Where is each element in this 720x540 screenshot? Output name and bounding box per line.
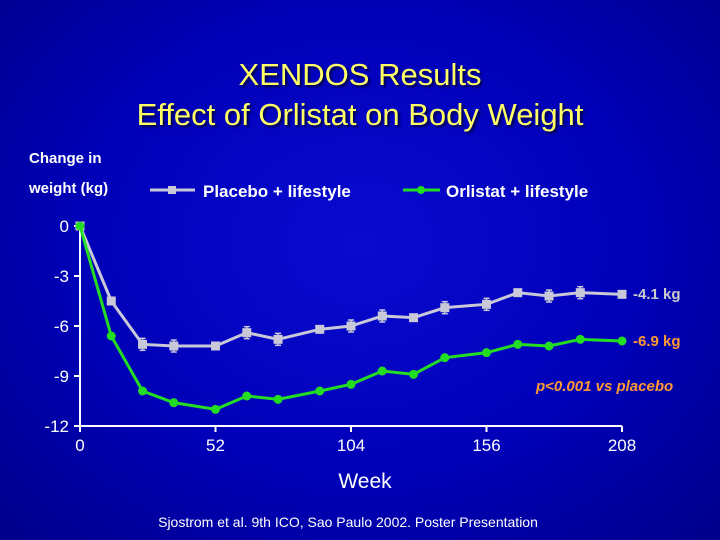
- y-tick-label: -3: [54, 267, 69, 286]
- y-tick-label: 0: [60, 217, 69, 236]
- data-point-placebo: [273, 334, 283, 344]
- data-point-orlistat: [138, 386, 148, 396]
- data-point-orlistat: [513, 339, 523, 349]
- x-tick-label: 104: [337, 436, 365, 455]
- data-point-orlistat: [482, 348, 491, 358]
- data-point-placebo: [617, 289, 627, 299]
- data-point-placebo: [106, 296, 116, 306]
- y-tick-label: -6: [54, 317, 69, 336]
- legend-label-placebo: Placebo + lifestyle: [203, 182, 351, 201]
- x-tick-label: 156: [472, 436, 500, 455]
- data-point-placebo: [513, 288, 523, 298]
- data-point-orlistat: [575, 334, 585, 344]
- x-tick-label: 52: [206, 436, 225, 455]
- series-orlistat: [75, 221, 627, 414]
- data-point-placebo: [315, 324, 325, 334]
- x-ticks: 0 52 104 156 208: [75, 426, 636, 455]
- data-point-orlistat: [211, 404, 220, 414]
- legend-marker-orlistat: [417, 186, 425, 194]
- x-tick-label: 208: [608, 436, 636, 455]
- legend: Placebo + lifestyle Orlistat + lifestyle: [150, 182, 588, 201]
- legend-marker-placebo: [168, 186, 176, 194]
- data-point-placebo: [409, 313, 419, 323]
- data-point-placebo: [138, 339, 148, 349]
- data-point-orlistat: [544, 341, 554, 351]
- source-citation: Sjostrom et al. 9th ICO, Sao Paulo 2002.…: [158, 514, 538, 530]
- data-point-orlistat: [346, 379, 356, 389]
- data-point-orlistat: [75, 221, 85, 231]
- end-label-orlistat: -6.9 kg: [633, 333, 681, 350]
- data-point-orlistat: [617, 336, 627, 346]
- data-point-orlistat: [377, 366, 387, 376]
- y-ticks: 0 -3 -6 -9 -12: [44, 217, 80, 436]
- x-tick-label: 0: [75, 436, 84, 455]
- data-point-orlistat: [440, 353, 450, 363]
- data-point-placebo: [242, 328, 252, 338]
- data-point-orlistat: [242, 391, 252, 401]
- data-point-orlistat: [409, 369, 419, 379]
- data-point-placebo: [346, 321, 356, 331]
- data-point-placebo: [377, 311, 387, 321]
- chart-subtitle: Effect of Orlistat on Body Weight: [136, 97, 584, 132]
- data-point-orlistat: [315, 386, 325, 396]
- y-tick-label: -12: [44, 417, 69, 436]
- y-axis-label-line1: Change in: [29, 150, 102, 167]
- series-placebo: [75, 221, 627, 353]
- data-point-orlistat: [106, 331, 116, 341]
- data-point-placebo: [211, 341, 220, 351]
- data-point-placebo: [169, 341, 179, 351]
- end-label-placebo: -4.1 kg: [633, 286, 681, 303]
- chart-title: XENDOS Results: [238, 57, 482, 92]
- y-axis-label-line2: weight (kg): [29, 180, 109, 197]
- data-point-orlistat: [273, 394, 283, 404]
- x-axis-title: Week: [338, 470, 392, 493]
- data-point-placebo: [544, 291, 554, 301]
- data-point-orlistat: [169, 398, 179, 408]
- p-value-annotation: p<0.001 vs placebo: [535, 378, 673, 395]
- data-point-placebo: [575, 288, 585, 298]
- data-point-placebo: [482, 299, 491, 309]
- legend-label-orlistat: Orlistat + lifestyle: [446, 182, 588, 201]
- y-tick-label: -9: [54, 367, 69, 386]
- data-point-placebo: [440, 303, 450, 313]
